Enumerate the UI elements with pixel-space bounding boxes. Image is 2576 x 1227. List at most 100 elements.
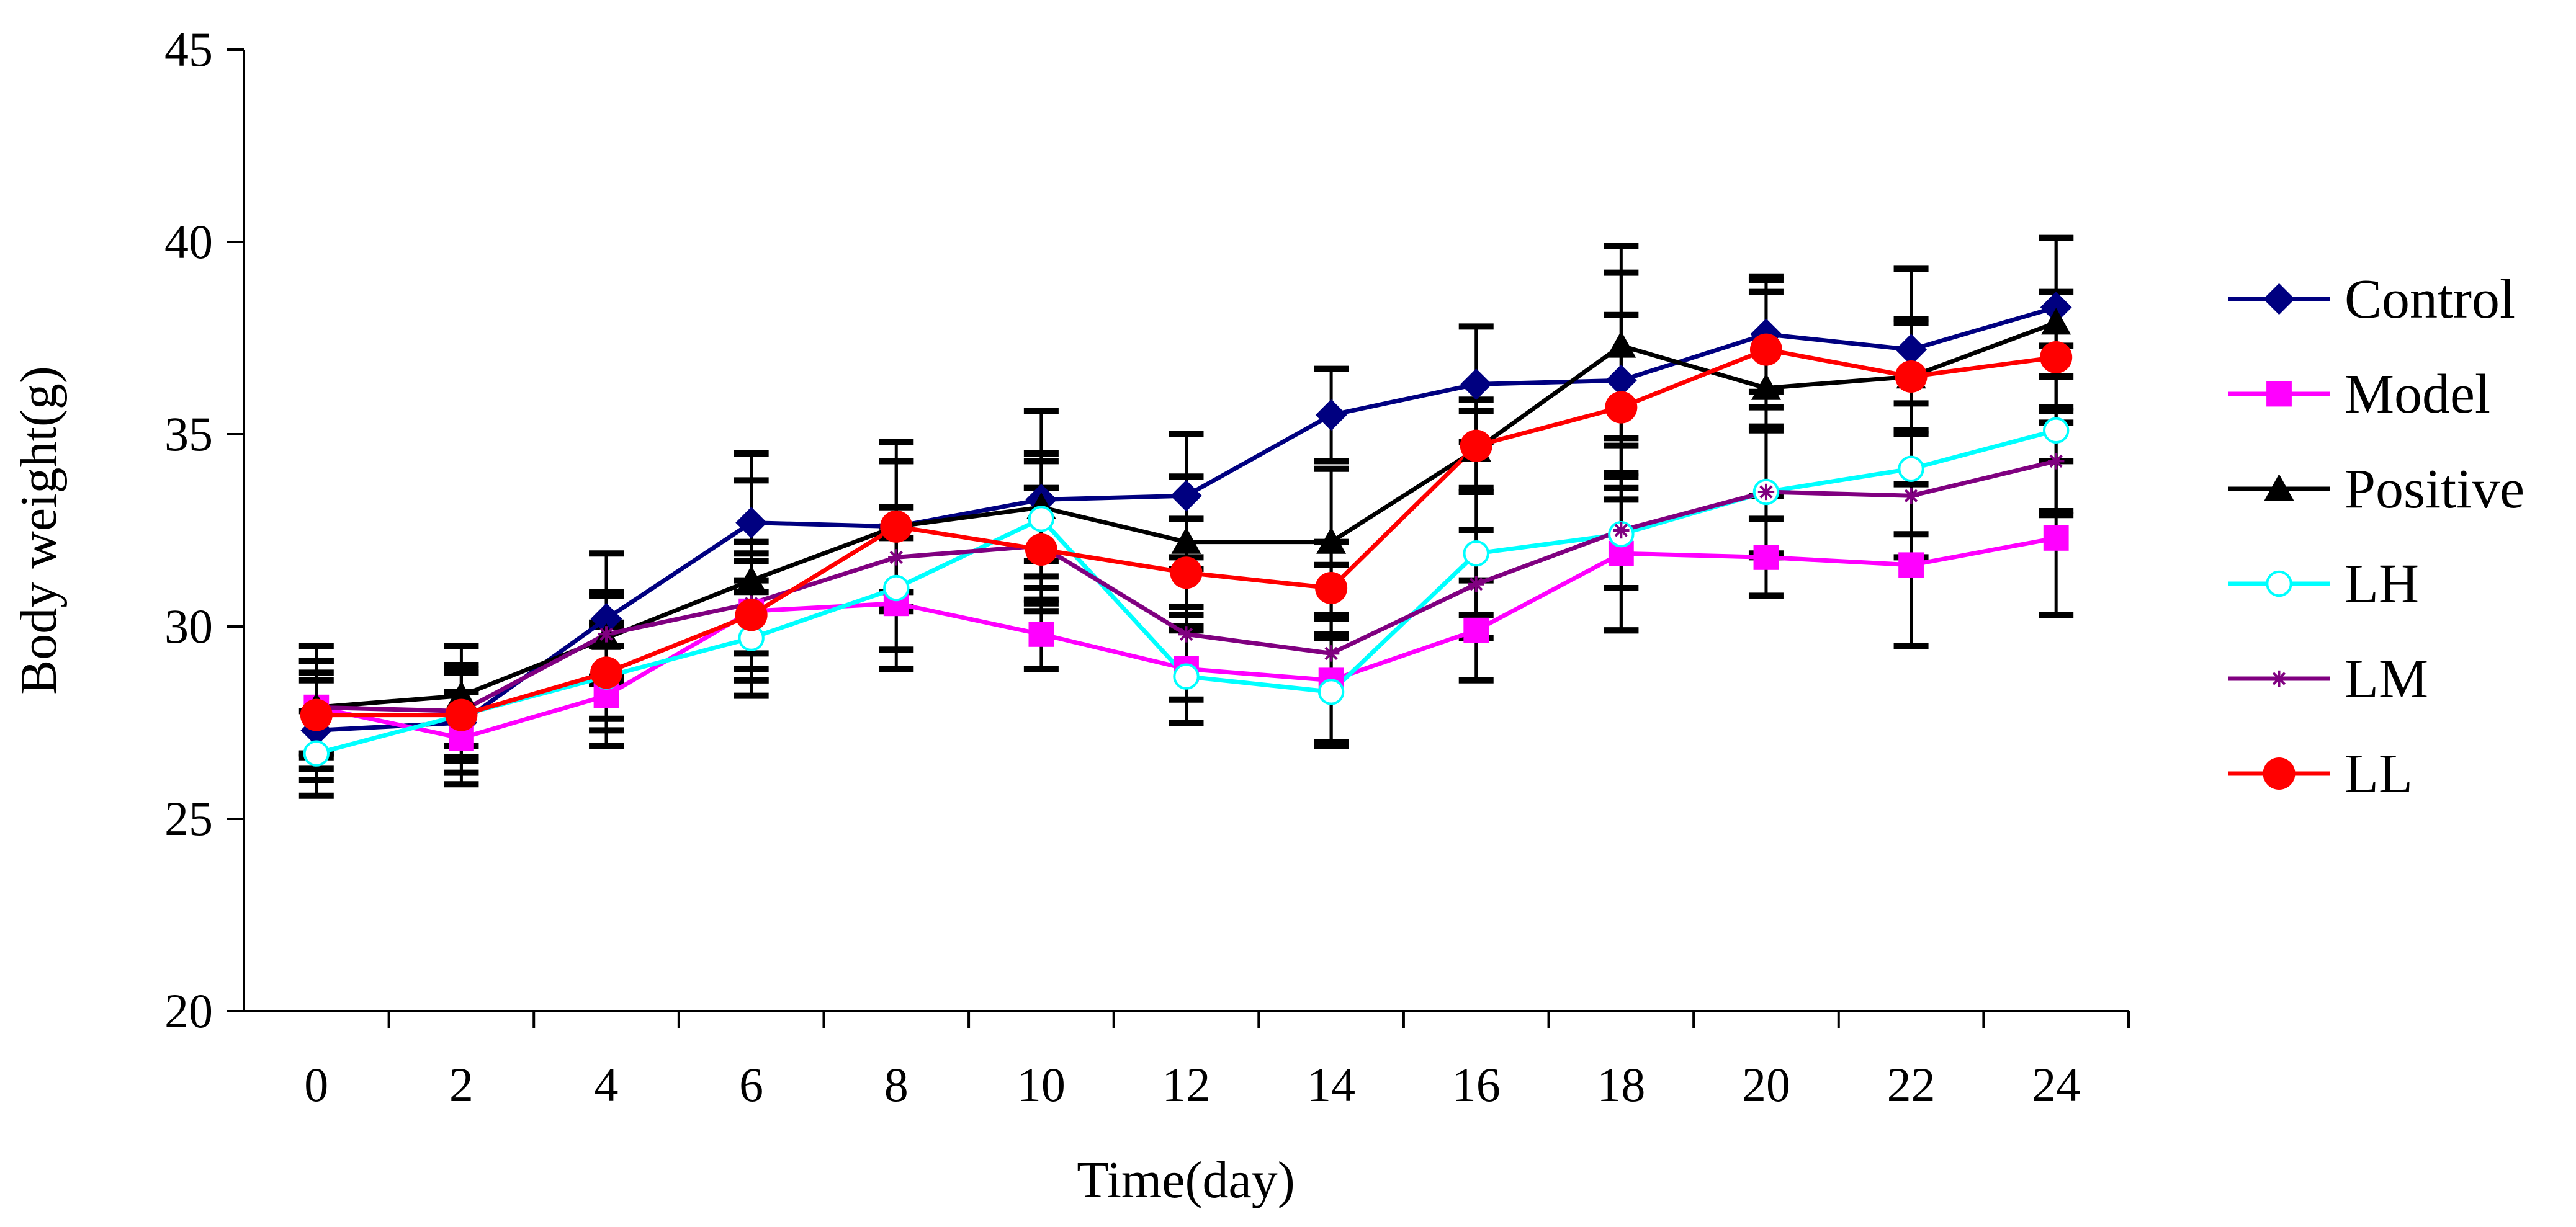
x-tick-label: 8 [884, 1058, 909, 1112]
data-point-ll [1605, 391, 1638, 424]
data-point-control [1315, 399, 1347, 431]
legend-item-lh: LH [2228, 553, 2419, 615]
x-tick-label: 4 [595, 1058, 619, 1112]
data-point-lh [883, 574, 910, 602]
legend-label: LL [2345, 743, 2413, 805]
data-point-lm [598, 626, 615, 643]
y-axis-title: Body weight(g) [10, 366, 68, 695]
data-point-positive [1316, 527, 1347, 554]
triangle-marker [1606, 331, 1636, 358]
data-point-lh [1463, 540, 1489, 567]
star-stroke [1904, 489, 1918, 502]
x-tick-label: 12 [1162, 1058, 1211, 1112]
triangle-marker [2041, 308, 2071, 335]
legend-swatch-marker [2266, 381, 2292, 407]
x-tick-label: 22 [1887, 1058, 1936, 1112]
data-point-lm [888, 549, 905, 566]
triangle-marker [1316, 527, 1347, 554]
data-point-control [1170, 480, 1202, 512]
circle-marker [1025, 533, 1057, 566]
x-tick-label: 2 [449, 1058, 473, 1112]
data-point-lh [1317, 679, 1345, 705]
circle-marker [735, 599, 768, 631]
square-marker [2266, 381, 2292, 407]
data-point-positive [1171, 527, 1201, 554]
open-circle-marker [1317, 679, 1345, 705]
data-point-ll [445, 698, 478, 731]
legend-swatch-marker [2271, 670, 2287, 687]
legend-label: Model [2345, 364, 2490, 425]
x-tick-label: 10 [1017, 1058, 1066, 1112]
open-circle-marker [1028, 506, 1055, 532]
star-stroke [1324, 646, 1338, 661]
legend-item-control: Control [2228, 269, 2515, 330]
diamond-marker [1170, 480, 1202, 512]
data-point-ll [1749, 333, 1782, 366]
data-point-model [1753, 545, 1779, 570]
diamond-marker [1315, 399, 1347, 431]
data-point-lh [1898, 455, 1924, 482]
legend-swatch-marker [2263, 283, 2295, 315]
circle-marker [880, 510, 913, 543]
data-point-ll [1895, 360, 1928, 393]
circle-marker [590, 656, 623, 689]
y-axis-ticks: 20 25 30 35 40 45 [164, 22, 244, 1038]
data-point-positive [1751, 373, 1781, 400]
x-tick-label: 6 [739, 1058, 763, 1112]
data-point-control [1460, 368, 1492, 400]
data-point-lm [2047, 453, 2065, 470]
legend-swatch-marker [2266, 570, 2292, 597]
x-tick-label: 24 [2032, 1058, 2080, 1112]
circle-marker [1460, 429, 1492, 462]
data-point-ll [880, 510, 913, 543]
star-stroke [1470, 578, 1483, 591]
open-circle-marker [303, 740, 330, 767]
legend-label: Positive [2345, 458, 2524, 520]
circle-marker [445, 698, 478, 731]
data-point-lm [1903, 488, 1919, 504]
y-tick-label: 30 [164, 599, 213, 653]
data-point-ll [590, 656, 623, 689]
open-circle-marker [1173, 663, 1200, 690]
data-point-lh [1028, 506, 1055, 532]
legend-label: Control [2345, 269, 2515, 330]
square-marker [2043, 525, 2069, 551]
triangle-marker [1171, 527, 1201, 554]
data-point-lm [1757, 483, 1775, 501]
star-stroke [2049, 454, 2063, 468]
data-point-lm [1322, 645, 1340, 662]
data-point-ll [1460, 429, 1492, 462]
data-point-positive [2041, 308, 2071, 335]
star-stroke [1759, 485, 1773, 499]
data-point-ll [735, 599, 768, 631]
diamond-marker [1605, 364, 1637, 396]
diamond-marker [2263, 283, 2295, 315]
square-marker [1463, 617, 1489, 643]
legend-item-positive: Positive [2228, 458, 2524, 520]
legend-item-ll: LL [2228, 743, 2413, 805]
legend-item-lm: LM [2228, 648, 2428, 710]
triangle-marker [1751, 373, 1781, 400]
circle-marker [2040, 341, 2073, 373]
diamond-marker [735, 507, 768, 539]
circle-marker [2263, 757, 2296, 790]
legend: Control Model Positive LH LM LL [2228, 269, 2524, 805]
legend-swatch-marker [2264, 474, 2294, 501]
circle-marker [1170, 556, 1203, 589]
open-circle-marker [883, 574, 910, 602]
data-point-control [1895, 334, 1927, 366]
y-tick-label: 35 [164, 407, 213, 461]
x-tick-label: 20 [1742, 1058, 1790, 1112]
data-point-model [1028, 622, 1054, 647]
diamond-marker [1895, 334, 1927, 366]
legend-swatch-marker [2263, 757, 2296, 790]
x-tick-label: 18 [1597, 1058, 1645, 1112]
star-stroke [2272, 672, 2286, 685]
data-point-lh [2042, 417, 2070, 444]
data-point-ll [2040, 341, 2073, 373]
y-tick-label: 25 [164, 792, 213, 846]
open-circle-marker [2042, 417, 2070, 444]
open-circle-marker [1463, 540, 1489, 567]
